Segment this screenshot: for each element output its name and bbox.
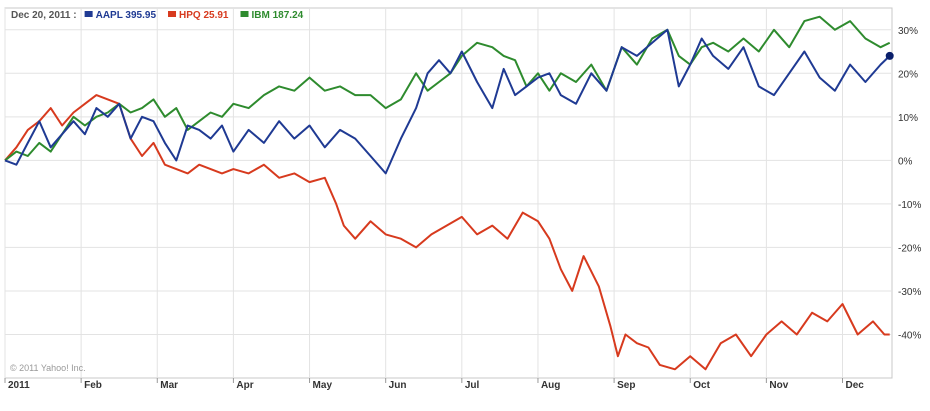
legend-swatch-aapl: [84, 11, 93, 17]
series-lines: [4, 15, 894, 371]
y-tick-label: 20%: [898, 69, 918, 80]
legend-swatch-ibm: [240, 11, 249, 17]
x-tick-label: Jul: [465, 380, 480, 391]
y-tick-label: -10%: [898, 200, 921, 211]
x-tick-label: Nov: [769, 380, 788, 391]
series-line-ibm: [4, 15, 891, 162]
legend-label-hpq: HPQ 25.91: [179, 10, 229, 21]
x-axis-ticks: 2011 Feb Mar Apr May Jun Jul Aug Sep Oct Nov Dec: [4, 378, 865, 391]
legend-label-ibm: IBM 187.24: [252, 10, 304, 21]
x-tick-label: Mar: [160, 380, 178, 391]
x-tick-label: Jun: [389, 380, 407, 391]
x-tick-label: Feb: [84, 380, 102, 391]
legend: Dec 20, 2011 : AAPL 395.95 HPQ 25.91 IBM 1…: [11, 10, 304, 21]
y-tick-label: -40%: [898, 330, 921, 341]
y-tick-label: 10%: [898, 113, 918, 124]
x-tick-label: Aug: [541, 380, 560, 391]
y-tick-label: -20%: [898, 243, 921, 254]
legend-label-aapl: AAPL 395.95: [96, 10, 157, 21]
y-tick-label: -30%: [898, 287, 921, 298]
x-tick-label: May: [313, 380, 333, 391]
x-tick-label: Sep: [617, 380, 635, 391]
x-tick-label: 2011: [8, 380, 30, 391]
y-tick-label: 30%: [898, 26, 918, 37]
series-line-hpq: [4, 94, 890, 371]
y-axis-ticks: 30% 20% 10% 0% -10% -20% -30% -40%: [898, 26, 921, 342]
copyright-text: © 2011 Yahoo! Inc.: [10, 363, 86, 373]
last-point-marker: [885, 51, 894, 60]
x-tick-label: Dec: [846, 380, 865, 391]
x-tick-label: Apr: [236, 380, 253, 391]
legend-date: Dec 20, 2011 :: [11, 10, 77, 21]
legend-swatch-hpq: [168, 11, 177, 17]
x-tick-label: Oct: [693, 380, 710, 391]
y-tick-label: 0%: [898, 156, 913, 167]
series-line-aapl: [4, 28, 891, 175]
